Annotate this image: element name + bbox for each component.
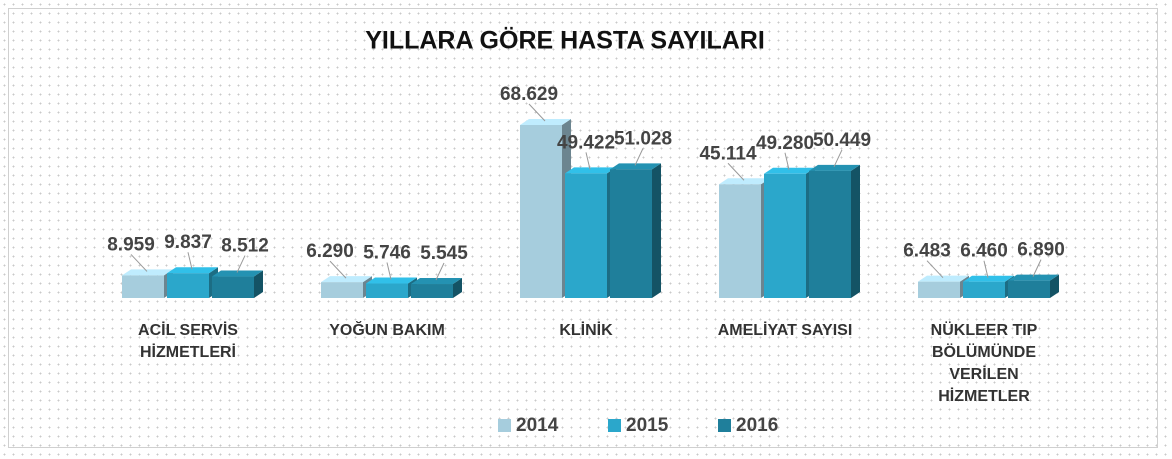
- legend-swatch: [608, 419, 621, 432]
- legend-label: 2015: [626, 415, 669, 436]
- bar-top: [167, 267, 218, 274]
- bar-top: [565, 167, 616, 174]
- bar-front: [565, 173, 607, 298]
- bar: [918, 275, 969, 298]
- leader-line: [833, 149, 843, 168]
- leader-line: [187, 252, 193, 270]
- bar-top: [122, 269, 173, 276]
- bar: [321, 276, 372, 298]
- x-tick-label: ACİL SERVİS HİZMETLERİ: [138, 322, 238, 361]
- bar-front: [321, 282, 363, 298]
- leader-line: [784, 152, 790, 170]
- bar: [411, 278, 462, 298]
- leader-line: [329, 260, 347, 279]
- data-label: 51.028: [614, 128, 672, 149]
- leader-line: [634, 148, 644, 166]
- data-label: 6.483: [903, 241, 951, 262]
- leader-line: [528, 103, 546, 122]
- bar-top: [764, 167, 815, 174]
- data-label: 68.629: [500, 84, 558, 105]
- bar: [1008, 274, 1059, 298]
- leader-line: [1032, 259, 1042, 277]
- bar-front: [719, 184, 761, 298]
- x-tick-label: NÜKLEER TIP BÖLÜMÜNDE VERİLEN HİZMETLER: [930, 322, 1038, 405]
- data-label: 49.422: [557, 132, 615, 153]
- data-label: 6.890: [1017, 240, 1065, 261]
- data-label: 8.959: [107, 234, 155, 255]
- bar-side: [652, 163, 661, 298]
- bar-top: [411, 278, 462, 285]
- bar: [212, 270, 263, 298]
- legend-label: 2016: [736, 415, 778, 436]
- data-label: 50.449: [813, 130, 871, 151]
- bar: [167, 267, 218, 298]
- bar: [122, 269, 173, 298]
- data-label: 5.545: [420, 243, 468, 264]
- leader-line: [727, 162, 745, 181]
- bar: [366, 277, 417, 298]
- bar-front: [212, 276, 254, 298]
- bar-top: [610, 163, 661, 170]
- bar: [764, 167, 815, 298]
- bar-side: [1050, 274, 1059, 298]
- leader-line: [236, 255, 246, 273]
- leader-line: [130, 254, 148, 272]
- bar-front: [122, 275, 164, 298]
- bar-front: [764, 173, 806, 298]
- bar-top: [1008, 274, 1059, 281]
- data-label: 5.746: [363, 243, 411, 264]
- data-label: 49.280: [756, 133, 814, 154]
- bar-top: [212, 270, 263, 277]
- data-label: 9.837: [164, 232, 212, 253]
- data-label: 8.512: [221, 236, 269, 257]
- bar-top: [520, 119, 571, 125]
- bar-side: [254, 270, 263, 298]
- bar-front: [167, 273, 209, 298]
- data-label: 6.290: [306, 241, 354, 262]
- leader-line: [926, 260, 944, 279]
- bar: [809, 164, 860, 298]
- bar-side: [851, 164, 860, 298]
- x-tick-label: AMELİYAT SAYISI: [717, 322, 853, 339]
- leader-line: [983, 260, 989, 278]
- bar: [520, 119, 571, 298]
- bar-top: [321, 276, 372, 283]
- bar-front: [809, 170, 851, 298]
- bar-top: [963, 275, 1014, 282]
- data-label: 6.460: [960, 241, 1008, 262]
- bar-top: [719, 178, 770, 185]
- bar: [565, 167, 616, 298]
- chart-title: YILLARA GÖRE HASTA SAYILARI: [365, 26, 765, 55]
- leader-line: [386, 262, 392, 280]
- x-tick-label: KLİNİK: [559, 322, 613, 339]
- bar-top: [918, 275, 969, 282]
- bar-top: [366, 277, 417, 284]
- legend-label: 2014: [516, 415, 559, 436]
- legend-swatch: [718, 419, 731, 432]
- chart-border: [8, 8, 1158, 448]
- bar-front: [963, 281, 1005, 298]
- data-label: 45.114: [699, 143, 756, 164]
- leader-line: [585, 152, 591, 170]
- bar-front: [1008, 280, 1050, 298]
- bar: [719, 178, 770, 298]
- bar: [963, 275, 1014, 298]
- bar-front: [610, 169, 652, 298]
- bar-front: [520, 125, 562, 298]
- x-tick-label: YOĞUN BAKIM: [329, 322, 445, 339]
- bar-front: [411, 284, 453, 298]
- bar-side: [453, 278, 462, 298]
- leader-line: [435, 262, 445, 281]
- bar-front: [366, 283, 408, 298]
- bar-top: [809, 164, 860, 171]
- legend-swatch: [498, 419, 511, 432]
- bar: [610, 163, 661, 298]
- bar-front: [918, 281, 960, 298]
